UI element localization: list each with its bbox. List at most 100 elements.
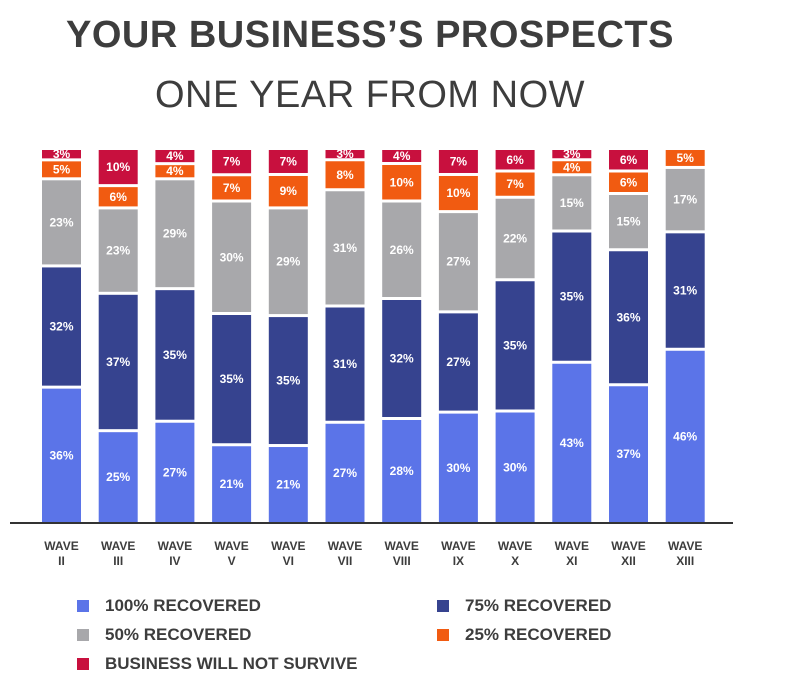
- bar-segment: [42, 150, 81, 159]
- bar-segment: [155, 150, 195, 163]
- data-label: 6%: [620, 175, 638, 189]
- bar-segment: [609, 195, 648, 249]
- bar-segment: [552, 150, 592, 159]
- bar-segment: [438, 150, 478, 173]
- x-tick-label: WAVE: [158, 539, 192, 553]
- bar-segment: [212, 176, 252, 200]
- bar-segment: [42, 388, 81, 522]
- x-tick-label: IX: [453, 554, 464, 568]
- chart-subtitle: ONE YEAR FROM NOW: [154, 74, 586, 116]
- bar-segment: [268, 317, 308, 445]
- data-label: 4%: [166, 164, 184, 178]
- data-label: 3%: [336, 147, 354, 161]
- data-label: 43%: [560, 436, 584, 450]
- data-label: 35%: [220, 372, 244, 386]
- bar-segment: [268, 175, 308, 207]
- bar-segment: [438, 313, 478, 411]
- data-label: 35%: [560, 290, 584, 304]
- data-label: 21%: [220, 477, 244, 491]
- data-label: 8%: [336, 168, 354, 182]
- x-tick-label: V: [228, 554, 236, 568]
- data-label: 31%: [333, 241, 357, 255]
- data-label: 7%: [223, 155, 241, 169]
- data-label: 4%: [563, 160, 581, 174]
- bar-segment: [665, 150, 705, 166]
- bar-segment: [609, 386, 648, 522]
- bar-segment: [42, 267, 81, 386]
- x-tick-label: II: [58, 554, 65, 568]
- data-label: 29%: [163, 227, 187, 241]
- bar-segment: [98, 209, 138, 292]
- data-label: 35%: [163, 348, 187, 362]
- bar-segment: [665, 233, 705, 348]
- bar-segment: [98, 294, 138, 430]
- data-label: 15%: [616, 215, 640, 229]
- bar-segment: [98, 150, 138, 185]
- x-tick-label: WAVE: [328, 539, 362, 553]
- data-label: 22%: [503, 232, 527, 246]
- data-label: 7%: [506, 177, 524, 191]
- bar-segment: [609, 172, 648, 192]
- bar-segment: [382, 165, 422, 200]
- data-label: 6%: [506, 153, 524, 167]
- bar-segment: [268, 150, 308, 173]
- data-label: 30%: [446, 461, 470, 475]
- data-label: 5%: [53, 162, 71, 176]
- data-label: 6%: [620, 153, 638, 167]
- data-label: 10%: [106, 160, 130, 174]
- bar-segment: [212, 446, 252, 522]
- x-tick-label: WAVE: [668, 539, 702, 553]
- x-tick-label: WAVE: [44, 539, 78, 553]
- data-label: 27%: [163, 465, 187, 479]
- data-label: 35%: [503, 338, 527, 352]
- data-label: 37%: [106, 355, 130, 369]
- bar-segment: [325, 150, 365, 159]
- bar-segment: [665, 350, 705, 522]
- x-tick-label: III: [113, 554, 123, 568]
- data-label: 32%: [49, 320, 73, 334]
- data-label: 4%: [166, 149, 184, 163]
- bar-segment: [155, 290, 195, 420]
- bar-segment: [495, 198, 535, 279]
- data-label: 36%: [49, 448, 73, 462]
- data-label: 10%: [390, 175, 414, 189]
- bar-segment: [325, 191, 365, 305]
- bar-segment: [495, 412, 535, 522]
- bar-segment: [382, 202, 422, 297]
- data-label: 36%: [616, 310, 640, 324]
- bar-segment: [438, 413, 478, 522]
- x-tick-label: VI: [283, 554, 294, 568]
- bar-segment: [42, 180, 81, 265]
- chart-title: YOUR BUSINESS’S PROSPECTS: [66, 14, 674, 56]
- data-label: 26%: [390, 243, 414, 257]
- x-tick-label: XI: [566, 554, 577, 568]
- bar-segment: [212, 202, 252, 312]
- x-tick-label: WAVE: [611, 539, 645, 553]
- x-tick-label: WAVE: [101, 539, 135, 553]
- data-label: 31%: [673, 284, 697, 298]
- bar-segment: [495, 150, 535, 170]
- bar-segment: [155, 180, 195, 288]
- x-tick-label: VIII: [393, 554, 411, 568]
- bar-segment: [552, 176, 592, 230]
- data-label: 27%: [446, 255, 470, 269]
- bar-segment: [552, 161, 592, 174]
- bar-segment: [155, 422, 195, 522]
- data-label: 30%: [220, 250, 244, 264]
- bar-segment: [325, 423, 365, 522]
- data-label: 5%: [677, 151, 695, 165]
- data-label: 30%: [503, 460, 527, 474]
- bar-segment: [609, 150, 648, 170]
- data-label: 31%: [333, 357, 357, 371]
- bar-segment: [438, 213, 478, 311]
- data-label: 35%: [276, 374, 300, 388]
- data-label: 21%: [276, 478, 300, 492]
- bar-segment: [268, 447, 308, 522]
- bar-segment: [609, 251, 648, 384]
- bar-segment: [382, 420, 422, 522]
- data-label: 7%: [280, 154, 298, 168]
- bar-segment: [552, 363, 592, 522]
- data-label: 4%: [393, 149, 411, 163]
- data-label: 7%: [223, 181, 241, 195]
